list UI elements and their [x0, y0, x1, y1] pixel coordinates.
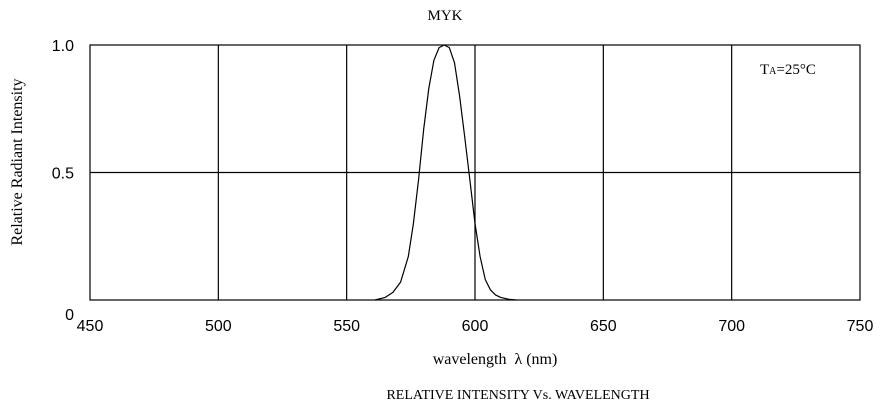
plot-grid — [89, 44, 861, 301]
annotation-subscript: A — [769, 66, 777, 77]
chart-title: MYK — [427, 8, 462, 24]
y-axis-label: Relative Radiant Intensity — [9, 78, 26, 245]
y-tick-label-2: 1.0 — [52, 38, 74, 55]
x-tick-label-650: 650 — [590, 318, 617, 335]
series-line-0 — [374, 44, 517, 301]
x-tick-label-500: 500 — [205, 318, 232, 335]
x-tick-labels: 450 500 550 600 650 700 750 — [77, 318, 874, 335]
chart-subtitle: RELATIVE INTENSITY Vs. WAVELENGTH — [386, 388, 649, 403]
y-tick-label-0: 0 — [65, 307, 74, 324]
annotation-temperature: TA=25°C — [760, 62, 816, 78]
annotation-main: T — [760, 62, 769, 78]
x-axis-label: wavelength λ (nm) — [433, 351, 558, 368]
y-tick-label-1: 0.5 — [52, 166, 74, 183]
series-group — [374, 44, 517, 301]
y-tick-labels: 0 0.5 1.0 — [52, 38, 74, 324]
annotation-rest: =25°C — [776, 62, 815, 78]
x-tick-label-600: 600 — [462, 318, 489, 335]
x-tick-label-750: 750 — [847, 318, 874, 335]
x-tick-label-550: 550 — [333, 318, 360, 335]
x-tick-label-450: 450 — [77, 318, 104, 335]
x-tick-label-700: 700 — [718, 318, 745, 335]
